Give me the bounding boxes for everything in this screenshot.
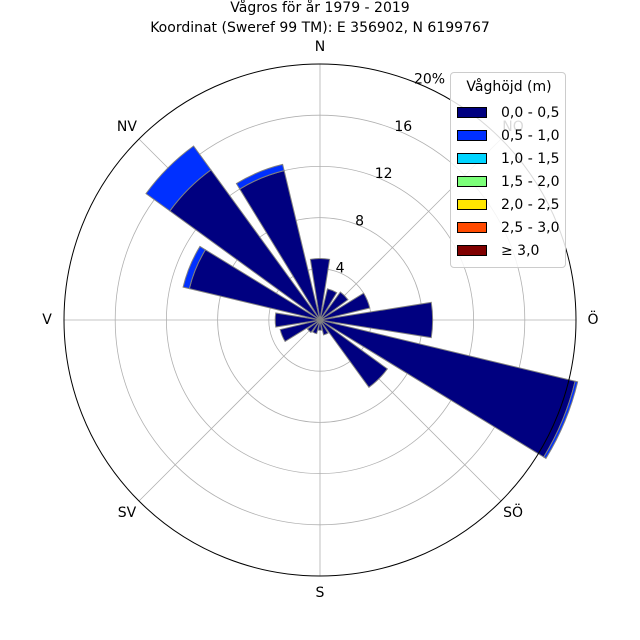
wedge-45-bin-0: [319, 291, 349, 321]
legend-swatch-1: [457, 130, 487, 141]
wedge-180-bin-0: [317, 319, 323, 331]
wedge-112.5-bin-0: [319, 319, 576, 458]
legend-entry-0: 0,0 - 0,5: [457, 103, 567, 123]
wedge-157.5-bin-0: [319, 319, 329, 336]
direction-label-2: Ö: [587, 310, 598, 328]
direction-label-7: NV: [117, 119, 137, 135]
radial-tick-8: 8: [355, 213, 364, 229]
legend-label-3: 1,5 - 2,0: [501, 174, 560, 190]
legend-title: Våghöjd (m): [466, 79, 552, 95]
wedge-112.5-bin-1: [543, 380, 579, 460]
legend-label-6: ≥ 3,0: [501, 243, 540, 259]
legend-entry-6: ≥ 3,0: [457, 241, 567, 261]
wedge-22.5-bin-0: [319, 288, 338, 321]
legend-label-4: 2,0 - 2,5: [501, 197, 560, 213]
direction-labels: NNOÖSÖSSVVNV: [42, 39, 598, 601]
polar-outline: [63, 63, 577, 577]
wedge-270-bin-0: [274, 312, 321, 328]
legend-swatch-2: [457, 153, 487, 164]
wedge-315-bin-1: [145, 145, 212, 212]
radial-tick-labels: 4 8 12 16 20%: [336, 71, 445, 276]
wedge-0-bin-0: [309, 258, 331, 321]
legend-swatch-6: [457, 245, 487, 256]
wedge-292.5-bin-1: [182, 245, 207, 290]
wedge-202.5-bin-0: [311, 319, 321, 335]
wedge-225-bin-0: [306, 319, 321, 334]
legend-label-2: 1,0 - 1,5: [501, 151, 560, 167]
legend-entry-4: 2,0 - 2,5: [457, 195, 567, 215]
chart-title-line-2: Koordinat (Sweref 99 TM): E 356902, N 61…: [150, 20, 490, 36]
direction-label-6: V: [42, 312, 52, 328]
legend-entry-3: 1,5 - 2,0: [457, 172, 567, 192]
direction-label-0: N: [315, 39, 325, 55]
legend-entry-2: 1,0 - 1,5: [457, 149, 567, 169]
direction-label-3: SÖ: [503, 503, 523, 521]
wedge-bars: [145, 145, 579, 460]
outer-circle: [63, 63, 577, 577]
chart-title-line-1: Vågros för år 1979 - 2019: [230, 0, 410, 16]
legend-swatch-0: [457, 107, 487, 118]
legend-entry-1: 0,5 - 1,0: [457, 126, 567, 146]
legend: Våghöjd (m) 0,0 - 0,5 0,5 - 1,0 1,0 - 1,5 1…: [450, 72, 566, 268]
wedge-90-bin-0: [319, 301, 434, 339]
legend-label-5: 2,5 - 3,0: [501, 220, 560, 236]
legend-label-0: 0,0 - 0,5: [501, 105, 560, 121]
direction-label-5: SV: [118, 505, 137, 521]
radial-tick-12: 12: [375, 166, 393, 182]
legend-swatch-4: [457, 199, 487, 210]
wedge-337.5-bin-1: [235, 163, 285, 190]
legend-swatch-5: [457, 222, 487, 233]
radial-tick-4: 4: [336, 261, 345, 277]
wedge-67.5-bin-0: [319, 292, 371, 321]
radial-tick-16: 16: [394, 119, 412, 135]
legend-label-1: 0,5 - 1,0: [501, 128, 560, 144]
wedge-135-bin-0: [319, 319, 389, 389]
legend-entry-5: 2,5 - 3,0: [457, 218, 567, 238]
grid-spoke-225: [138, 319, 321, 502]
radial-tick-20: 20%: [414, 71, 445, 87]
legend-swatch-3: [457, 176, 487, 187]
wedge-247.5-bin-0: [279, 319, 321, 343]
direction-label-4: S: [316, 585, 325, 601]
